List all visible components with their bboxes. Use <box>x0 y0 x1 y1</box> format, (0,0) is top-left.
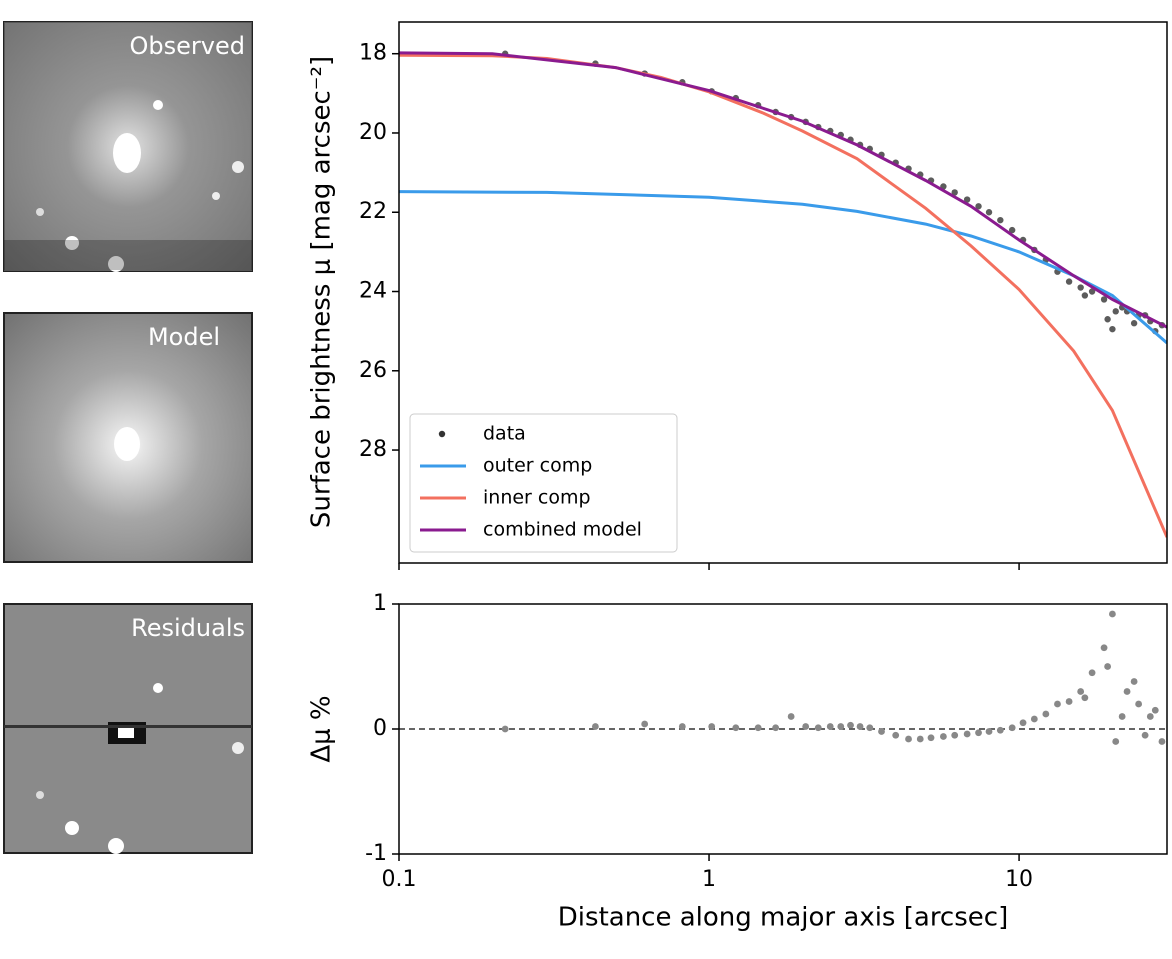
data-point <box>866 724 874 732</box>
plot-frame <box>398 603 1168 855</box>
data-point <box>1100 296 1108 303</box>
data-point <box>1088 669 1096 677</box>
data-point <box>975 729 982 737</box>
model-panel: Model <box>3 312 253 563</box>
data-point <box>985 728 993 735</box>
y-tick-label: 22 <box>359 199 387 224</box>
data-point <box>951 731 959 739</box>
data-point <box>1109 325 1116 333</box>
data-point <box>1008 226 1016 234</box>
legend-box <box>409 413 678 553</box>
data-point <box>1146 713 1154 720</box>
data-point <box>1141 731 1149 739</box>
data-point <box>678 723 686 730</box>
data-point <box>892 731 900 739</box>
panel-label: Residuals <box>131 614 245 642</box>
y-tick-label: 28 <box>359 437 387 462</box>
data-point <box>1088 288 1096 295</box>
residuals-panel: Residuals <box>3 603 253 854</box>
x-tick-label: 1 <box>702 867 716 892</box>
data-point <box>814 724 822 732</box>
data-point <box>1042 710 1050 718</box>
data-point <box>905 735 912 743</box>
data-point <box>1104 663 1112 670</box>
plot-frame <box>398 21 1168 564</box>
data-point <box>1151 706 1159 714</box>
data-point <box>1123 688 1131 695</box>
model-line <box>399 190 1167 345</box>
y-tick-label: 26 <box>359 358 387 383</box>
data-point <box>1054 700 1061 708</box>
data-point <box>1135 700 1143 708</box>
model-line <box>399 51 1167 329</box>
data-point <box>951 189 958 196</box>
data-point <box>1081 292 1089 299</box>
legend-label: inner comp <box>483 487 591 509</box>
residual-points <box>501 610 1166 745</box>
data-point <box>1065 278 1073 285</box>
data-point <box>1158 738 1166 745</box>
data-point <box>1130 678 1138 685</box>
data-point <box>916 735 924 743</box>
data-point <box>787 713 795 720</box>
data-point <box>975 203 982 210</box>
legend-marker <box>438 430 446 438</box>
observed-panel: Observed <box>3 21 253 272</box>
data-point <box>927 734 935 742</box>
data-point <box>1019 719 1027 727</box>
data-point <box>1077 688 1085 695</box>
legend: data outer comp inner comp combined model <box>409 413 678 553</box>
data-point <box>1104 316 1111 323</box>
data-point <box>732 724 740 732</box>
data-point <box>641 720 649 728</box>
y-tick-label: 20 <box>359 120 387 145</box>
data-point <box>963 196 971 203</box>
data-point <box>1065 698 1073 705</box>
x-axis-label: Distance along major axis [arcsec] <box>558 903 1008 933</box>
legend-label: data <box>483 423 526 445</box>
data-point <box>1109 610 1116 618</box>
data-point <box>1008 724 1016 732</box>
data-point <box>963 730 971 738</box>
data-point <box>939 733 947 740</box>
y-tick-label: 0 <box>373 716 387 741</box>
legend-label: combined model <box>483 519 642 541</box>
data-point <box>591 723 599 730</box>
data-point <box>997 216 1004 224</box>
y-tick-label: 1 <box>373 591 387 616</box>
data-point <box>708 723 716 730</box>
data-point <box>1100 644 1108 652</box>
data-point <box>1130 320 1138 327</box>
data-point <box>1077 284 1084 291</box>
y-tick-label: 18 <box>359 41 387 66</box>
data-point <box>501 725 509 733</box>
data-point <box>1030 715 1038 723</box>
data-point <box>1118 713 1126 720</box>
data-point <box>1112 738 1120 745</box>
y-tick-label: 24 <box>359 279 387 304</box>
data-point <box>878 728 885 735</box>
data-point <box>996 726 1004 734</box>
data-point <box>847 721 854 729</box>
data-point <box>1081 694 1089 702</box>
data-point <box>985 209 993 216</box>
data-point <box>754 724 762 732</box>
panel-label: Observed <box>130 32 245 60</box>
y-axis-label: Surface brightness μ [mag arcsec⁻²] <box>307 56 337 528</box>
panel-label: Model <box>148 323 220 351</box>
data-point <box>802 723 810 730</box>
data-point <box>837 723 845 730</box>
y-axis-label: Δμ % <box>307 695 337 762</box>
legend-label: outer comp <box>483 455 592 477</box>
data-point <box>1112 308 1119 315</box>
data-point <box>826 723 834 730</box>
data-point <box>856 723 864 730</box>
y-tick-label: -1 <box>365 841 387 866</box>
data-point <box>772 724 780 732</box>
x-tick-label: 0.1 <box>382 867 417 892</box>
x-tick-label: 10 <box>1005 867 1033 892</box>
